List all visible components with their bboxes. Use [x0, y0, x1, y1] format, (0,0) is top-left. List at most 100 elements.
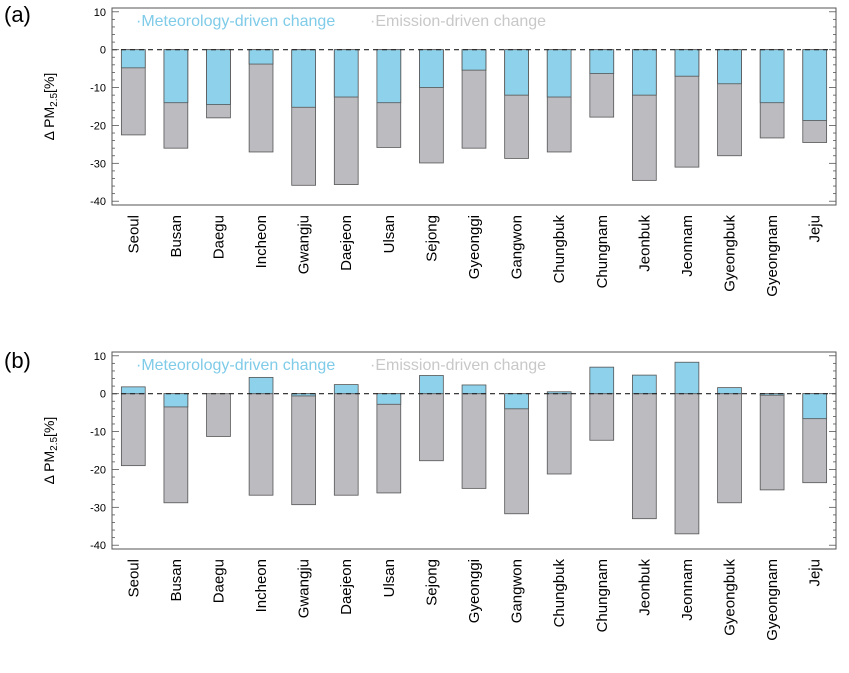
bar-emission-jeonnam [674, 393, 700, 535]
plot-frame [111, 351, 837, 550]
bar-meteorology-chungbuk [546, 391, 572, 395]
bar-emission-sejong [419, 393, 444, 462]
bar-meteorology-gwangju [291, 49, 316, 108]
bar-meteorology-jeju [802, 49, 828, 121]
x-tick-label: Daejeon [338, 215, 355, 271]
plot-frame [111, 7, 837, 206]
x-tick-label: Ulsan [381, 559, 398, 597]
bar-emission-chungbuk [546, 393, 572, 475]
bar-meteorology-chungnam [589, 49, 615, 74]
bar-emission-gyeonggi [461, 393, 487, 489]
x-tick-label: Gyeonggi [466, 559, 483, 623]
legend: ·Meteorology-driven change ·Emission-dri… [136, 13, 546, 30]
bar-meteorology-gangwon [504, 49, 529, 96]
y-tick-label: 10 [94, 351, 106, 363]
y-axis-label: Δ PM2.5[%] [41, 417, 60, 485]
x-tick-label: Daejeon [338, 559, 355, 615]
y-tick-label: -30 [90, 158, 106, 170]
y-axis-label-main: Δ PM [41, 107, 57, 140]
x-tick-label: Gyeongbuk [722, 559, 739, 636]
bar-emission-chungnam [589, 393, 615, 441]
y-axis-label-sub: 2.5 [49, 92, 60, 106]
bar-meteorology-ulsan [376, 393, 402, 405]
bar-meteorology-jeju [802, 393, 828, 420]
bar-meteorology-seoul [120, 49, 146, 69]
bar-meteorology-daejeon [333, 49, 359, 98]
y-axis-label: Δ PM2.5[%] [41, 73, 60, 141]
bar-meteorology-seoul [120, 386, 146, 395]
x-tick-label: Daegu [210, 215, 227, 259]
bar-meteorology-gyeongnam [759, 49, 785, 104]
emission-bars [120, 393, 828, 535]
x-tick-label: Seoul [125, 559, 142, 597]
bar-meteorology-gyeonggi [461, 49, 487, 71]
x-tick-label: Gyeongbuk [722, 215, 739, 292]
legend-emission: ·Emission-driven change [370, 357, 546, 374]
bar-meteorology-daejeon [333, 384, 359, 395]
x-tick-label: Gangwon [509, 215, 526, 279]
y-tick-label: -30 [90, 502, 106, 514]
x-tick-label: Gyeongnam [764, 215, 781, 297]
legend-meteorology: ·Meteorology-driven change [136, 13, 335, 30]
bar-meteorology-incheon [248, 49, 274, 65]
y-tick-label: 10 [94, 7, 106, 19]
y-axis-label-main: Δ PM [41, 451, 57, 484]
y-tick-label: -40 [90, 540, 106, 552]
bar-meteorology-gyeongbuk [717, 49, 742, 85]
bar-emission-busan [163, 393, 189, 504]
x-tick-label: Gyeongnam [764, 559, 781, 641]
bar-meteorology-sejong [419, 49, 444, 88]
y-axis: 10 0 -10 -20 -30 -40 [90, 7, 836, 208]
x-axis: Seoul Busan Daegu Incheon Gwangju Daejeon Ulsa… [125, 559, 823, 641]
panel-a: (a) 10 0 -10 -20 -30 -40 Seoul Busan Daegu Inche… [4, 2, 837, 297]
x-tick-label: Ulsan [381, 215, 398, 253]
bar-meteorology-incheon [248, 376, 274, 395]
x-tick-label: Gwangju [296, 215, 313, 274]
y-tick-label: -10 [90, 427, 106, 439]
bar-meteorology-gyeonggi [461, 384, 487, 395]
x-tick-label: Jeonbuk [636, 215, 653, 272]
bar-meteorology-ulsan [376, 49, 402, 104]
y-tick-label: -10 [90, 83, 106, 95]
bar-emission-ulsan [376, 393, 402, 494]
x-tick-label: Sejong [423, 559, 440, 606]
bar-meteorology-sejong [419, 375, 444, 395]
x-tick-label: Daegu [210, 559, 227, 603]
x-tick-label: Jeju [807, 215, 824, 243]
x-tick-label: Incheon [253, 559, 270, 612]
bar-meteorology-jeonbuk [632, 374, 657, 395]
x-tick-label: Chungbuk [551, 215, 568, 284]
panel-b: (b) 10 0 -10 -20 -30 -40 Seoul Busan Daegu Inche… [4, 348, 837, 641]
meteorology-bars [120, 361, 828, 420]
bar-meteorology-daegu [206, 49, 231, 106]
x-tick-label: Gwangju [296, 559, 313, 618]
bar-meteorology-gangwon [504, 393, 529, 410]
x-axis: Seoul Busan Daegu Incheon Gwangju Daejeon Ulsa… [125, 215, 823, 297]
x-tick-label: Busan [168, 215, 185, 258]
bar-emission-seoul [120, 393, 146, 467]
bar-meteorology-busan [163, 393, 189, 408]
x-tick-label: Sejong [423, 215, 440, 262]
bar-emission-daejeon [333, 393, 359, 496]
x-tick-label: Gangwon [509, 559, 526, 623]
panel-label: (b) [4, 348, 31, 373]
y-tick-label: -20 [90, 120, 106, 132]
bar-emission-gangwon [504, 393, 529, 515]
bar-emission-jeonbuk [632, 393, 657, 520]
y-axis-label-sub: 2.5 [49, 436, 60, 450]
bar-meteorology-jeonnam [674, 49, 700, 77]
x-tick-label: Gyeonggi [466, 215, 483, 279]
y-axis-label-unit: [%] [41, 417, 57, 437]
bar-meteorology-chungbuk [546, 49, 572, 98]
x-tick-label: Jeonnam [679, 215, 696, 277]
bar-emission-gyeongnam [759, 393, 785, 491]
bar-emission-gyeongbuk [717, 393, 742, 504]
bar-emission-daegu [206, 393, 231, 437]
legend: ·Meteorology-driven change ·Emission-dri… [136, 357, 546, 374]
x-tick-label: Seoul [125, 215, 142, 253]
legend-emission: ·Emission-driven change [370, 13, 546, 30]
bar-meteorology-jeonnam [674, 361, 700, 395]
legend-meteorology: ·Meteorology-driven change [136, 357, 335, 374]
bar-emission-incheon [248, 393, 274, 496]
